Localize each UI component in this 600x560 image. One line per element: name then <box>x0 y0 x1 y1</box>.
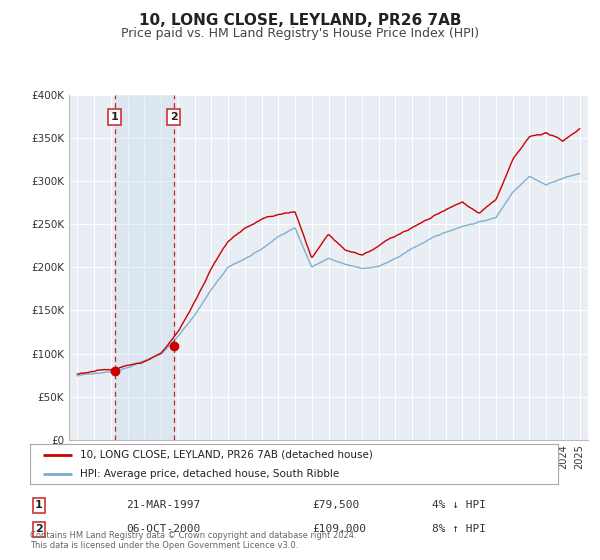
Text: 10, LONG CLOSE, LEYLAND, PR26 7AB: 10, LONG CLOSE, LEYLAND, PR26 7AB <box>139 13 461 29</box>
Text: £109,000: £109,000 <box>312 524 366 534</box>
Text: 4% ↓ HPI: 4% ↓ HPI <box>432 500 486 510</box>
Text: HPI: Average price, detached house, South Ribble: HPI: Average price, detached house, Sout… <box>80 469 340 478</box>
Bar <box>115 95 174 440</box>
Text: 10, LONG CLOSE, LEYLAND, PR26 7AB (detached house): 10, LONG CLOSE, LEYLAND, PR26 7AB (detac… <box>80 450 373 460</box>
Text: 8% ↑ HPI: 8% ↑ HPI <box>432 524 486 534</box>
Text: 06-OCT-2000: 06-OCT-2000 <box>126 524 200 534</box>
Text: 2: 2 <box>170 112 178 122</box>
Text: 2: 2 <box>35 524 43 534</box>
Text: £79,500: £79,500 <box>312 500 359 510</box>
Text: 1: 1 <box>110 112 118 122</box>
Text: 21-MAR-1997: 21-MAR-1997 <box>126 500 200 510</box>
Text: Price paid vs. HM Land Registry's House Price Index (HPI): Price paid vs. HM Land Registry's House … <box>121 27 479 40</box>
Text: 1: 1 <box>35 500 43 510</box>
Text: Contains HM Land Registry data © Crown copyright and database right 2024.
This d: Contains HM Land Registry data © Crown c… <box>30 530 356 550</box>
